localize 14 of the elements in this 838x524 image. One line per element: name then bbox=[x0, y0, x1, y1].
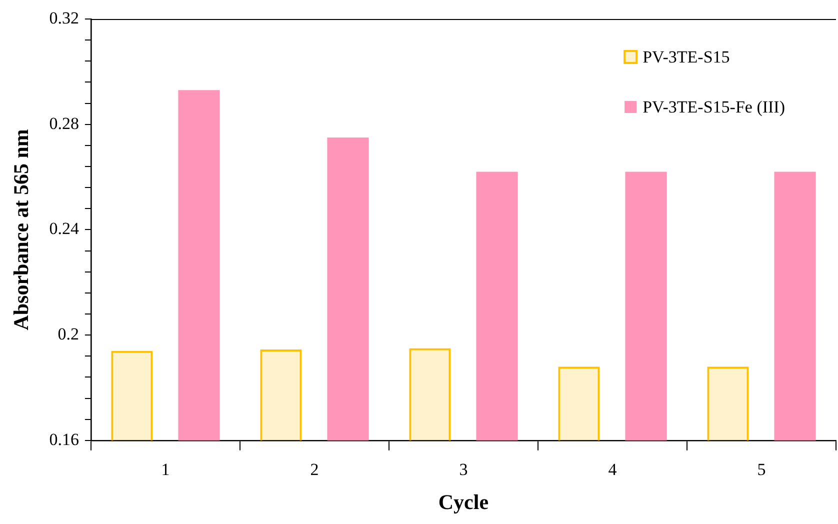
y-axis-title: Absorbance at 565 nm bbox=[9, 128, 34, 330]
x-tick-label: 5 bbox=[757, 460, 766, 480]
y-tick-label: 0.28 bbox=[49, 114, 79, 133]
x-tick-label: 3 bbox=[459, 460, 468, 480]
y-tick-label: 0.24 bbox=[49, 219, 80, 238]
x-tick-label: 1 bbox=[161, 460, 170, 480]
y-tick-label: 0.2 bbox=[58, 324, 79, 344]
legend-label: PV-3TE-S15-Fe (III) bbox=[642, 97, 786, 116]
legend-label: PV-3TE-S15 bbox=[642, 47, 730, 66]
x-axis-title: Cycle bbox=[438, 490, 489, 514]
x-tick-label: 4 bbox=[608, 460, 618, 480]
y-tick-label: 0.16 bbox=[49, 430, 79, 449]
x-tick-label: 2 bbox=[310, 460, 319, 480]
y-tick-label: 0.32 bbox=[49, 8, 79, 28]
